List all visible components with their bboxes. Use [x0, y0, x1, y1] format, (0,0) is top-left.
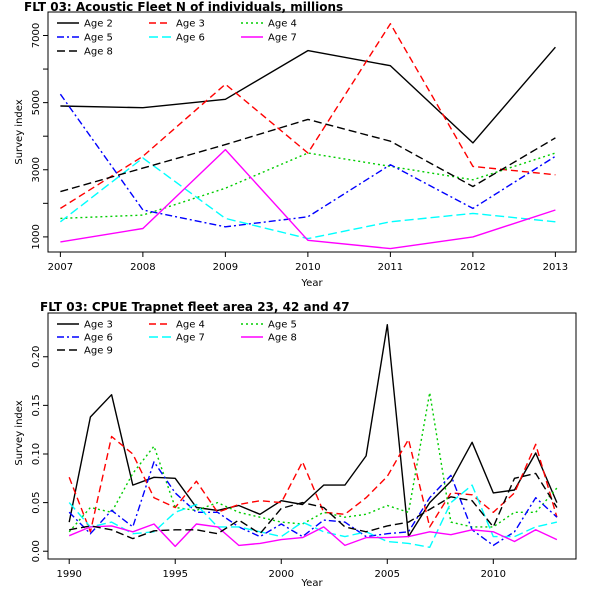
x-tick-label: 2012 — [460, 262, 485, 273]
x-tick-label: 2013 — [543, 262, 568, 273]
series-line-age-7 — [60, 148, 556, 250]
y-axis-label: Survey index — [14, 99, 25, 164]
x-tick-label: 2008 — [130, 262, 155, 273]
y-tick-label: 3000 — [31, 157, 42, 182]
x-axis-label: Year — [300, 578, 323, 589]
y-axis-label: Survey index — [14, 400, 25, 465]
x-tick-label: 2007 — [48, 262, 73, 273]
acoustic-fleet-panel: FLT 03: Acoustic Fleet N of individuals,… — [14, 0, 577, 289]
series-line-age-3 — [68, 324, 558, 538]
series-line-age-5 — [68, 392, 558, 533]
x-tick-label: 2010 — [295, 262, 320, 273]
y-tick-label: 0.10 — [31, 443, 42, 465]
cpue-trapnet-panel: FLT 03: CPUE Trapnet fleet area 23, 42 a… — [14, 300, 577, 589]
x-tick-label: 1990 — [56, 569, 81, 580]
x-tick-label: 2000 — [269, 569, 294, 580]
y-tick-label: 7000 — [31, 23, 42, 48]
legend-label: Age 3 — [84, 320, 113, 331]
series-line-age-5 — [59, 93, 556, 228]
x-tick-label: 2009 — [213, 262, 238, 273]
x-axis-label: Year — [300, 278, 323, 289]
legend-label: Age 5 — [84, 33, 113, 44]
legend-label: Age 4 — [268, 19, 297, 30]
x-tick-label: 1995 — [163, 569, 188, 580]
axis-ticks: 2007 2008 2009 2010 2011 2012 2013 1000 3000 5000… — [31, 23, 568, 273]
series-line-age-9 — [69, 472, 558, 540]
series-line-age-4 — [60, 152, 556, 220]
legend-label: Age 7 — [176, 333, 205, 344]
y-tick-label: 5000 — [31, 90, 42, 115]
legend-label: Age 6 — [176, 33, 205, 44]
series-line-age-4 — [68, 435, 558, 533]
plot-frame — [47, 11, 577, 253]
legend-label: Age 7 — [268, 33, 297, 44]
series-line-age-8 — [60, 118, 556, 193]
legend-label: Age 4 — [176, 320, 205, 331]
legend: Age 2 Age 3 Age 4 Age 5 Age 6 Age 7 Age 8 — [57, 19, 297, 58]
x-tick-label: 2011 — [378, 262, 403, 273]
y-tick-label: 0.05 — [31, 491, 42, 513]
y-tick-label: 1000 — [31, 224, 42, 249]
series-line-age-8 — [68, 523, 558, 548]
panel-title: FLT 03: Acoustic Fleet N of individuals,… — [24, 0, 343, 14]
y-tick-label: 0.15 — [31, 394, 42, 416]
legend-label: Age 3 — [176, 19, 205, 30]
legend-label: Age 8 — [84, 47, 113, 58]
panel-title: FLT 03: CPUE Trapnet fleet area 23, 42 a… — [40, 300, 350, 314]
axis-ticks: 1990 1995 2000 2005 2010 0.00 0.05 0.10 0.15 0.20 — [31, 346, 506, 580]
y-tick-label: 0.00 — [31, 540, 42, 562]
legend-label: Age 2 — [84, 19, 113, 30]
y-tick-label: 0.20 — [31, 346, 42, 368]
legend-label: Age 8 — [268, 333, 297, 344]
plot-frame — [47, 312, 577, 560]
series-lines — [59, 23, 556, 250]
legend-label: Age 5 — [268, 320, 297, 331]
x-tick-label: 2005 — [375, 569, 400, 580]
series-line-age-6 — [59, 157, 556, 240]
legend: Age 3 Age 4 Age 5 Age 6 Age 7 Age 8 Age 9 — [57, 320, 297, 357]
x-tick-label: 2010 — [481, 569, 506, 580]
series-line-age-2 — [60, 46, 556, 144]
series-line-age-3 — [60, 23, 556, 209]
legend-label: Age 6 — [84, 333, 113, 344]
series-lines — [68, 324, 558, 548]
legend-label: Age 9 — [84, 346, 113, 357]
series-line-age-6 — [68, 461, 558, 547]
